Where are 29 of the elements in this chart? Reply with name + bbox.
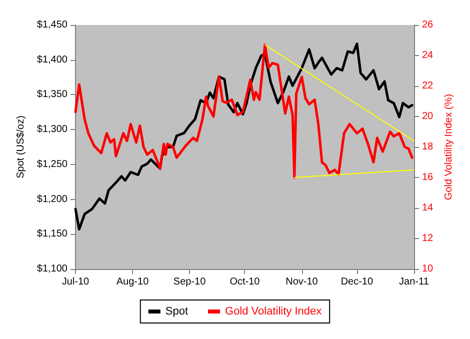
y2-tick-label: 14 — [422, 202, 434, 214]
y-tick-label: $1,350 — [36, 89, 68, 100]
x-tick-label: Aug-10 — [116, 276, 150, 288]
y-axis-title: Spot (US$/oz) — [16, 116, 26, 178]
x-tick-label: Sep-10 — [173, 276, 206, 288]
y2-axis-title: Gold Volatility Index (%) — [444, 94, 454, 200]
y-tick-label: $1,250 — [36, 158, 68, 170]
legend-label: Spot — [165, 306, 188, 318]
y-tick-label: $1,200 — [36, 194, 68, 205]
y2-tick-label: 10 — [422, 264, 434, 274]
y-tick-label: $1,100 — [36, 264, 68, 274]
y2-tick-label: 22 — [422, 80, 434, 92]
y2-tick-label: 12 — [422, 233, 434, 244]
x-tick-label: Oct-10 — [230, 276, 260, 288]
y2-tick-label: 18 — [422, 142, 434, 152]
y-tick-label: $1,450 — [36, 20, 68, 30]
x-tick-label: Dec-10 — [340, 276, 374, 288]
y2-tick-label: 26 — [422, 20, 434, 30]
x-tick-label: Nov-10 — [286, 276, 318, 288]
y-tick-label: $1,300 — [36, 124, 68, 136]
x-tick-label: Jul-10 — [62, 276, 90, 288]
legend-label: Gold Volatility Index — [225, 306, 322, 318]
y2-tick-label: 16 — [422, 172, 434, 183]
y-tick-label: $1,400 — [36, 54, 68, 66]
line-series — [74, 44, 414, 179]
y-tick-label: $1,150 — [36, 228, 68, 240]
x-tick-label: Jan-11 — [399, 276, 430, 288]
y2-tick-label: 24 — [422, 50, 434, 61]
y2-tick-label: 20 — [422, 111, 434, 122]
